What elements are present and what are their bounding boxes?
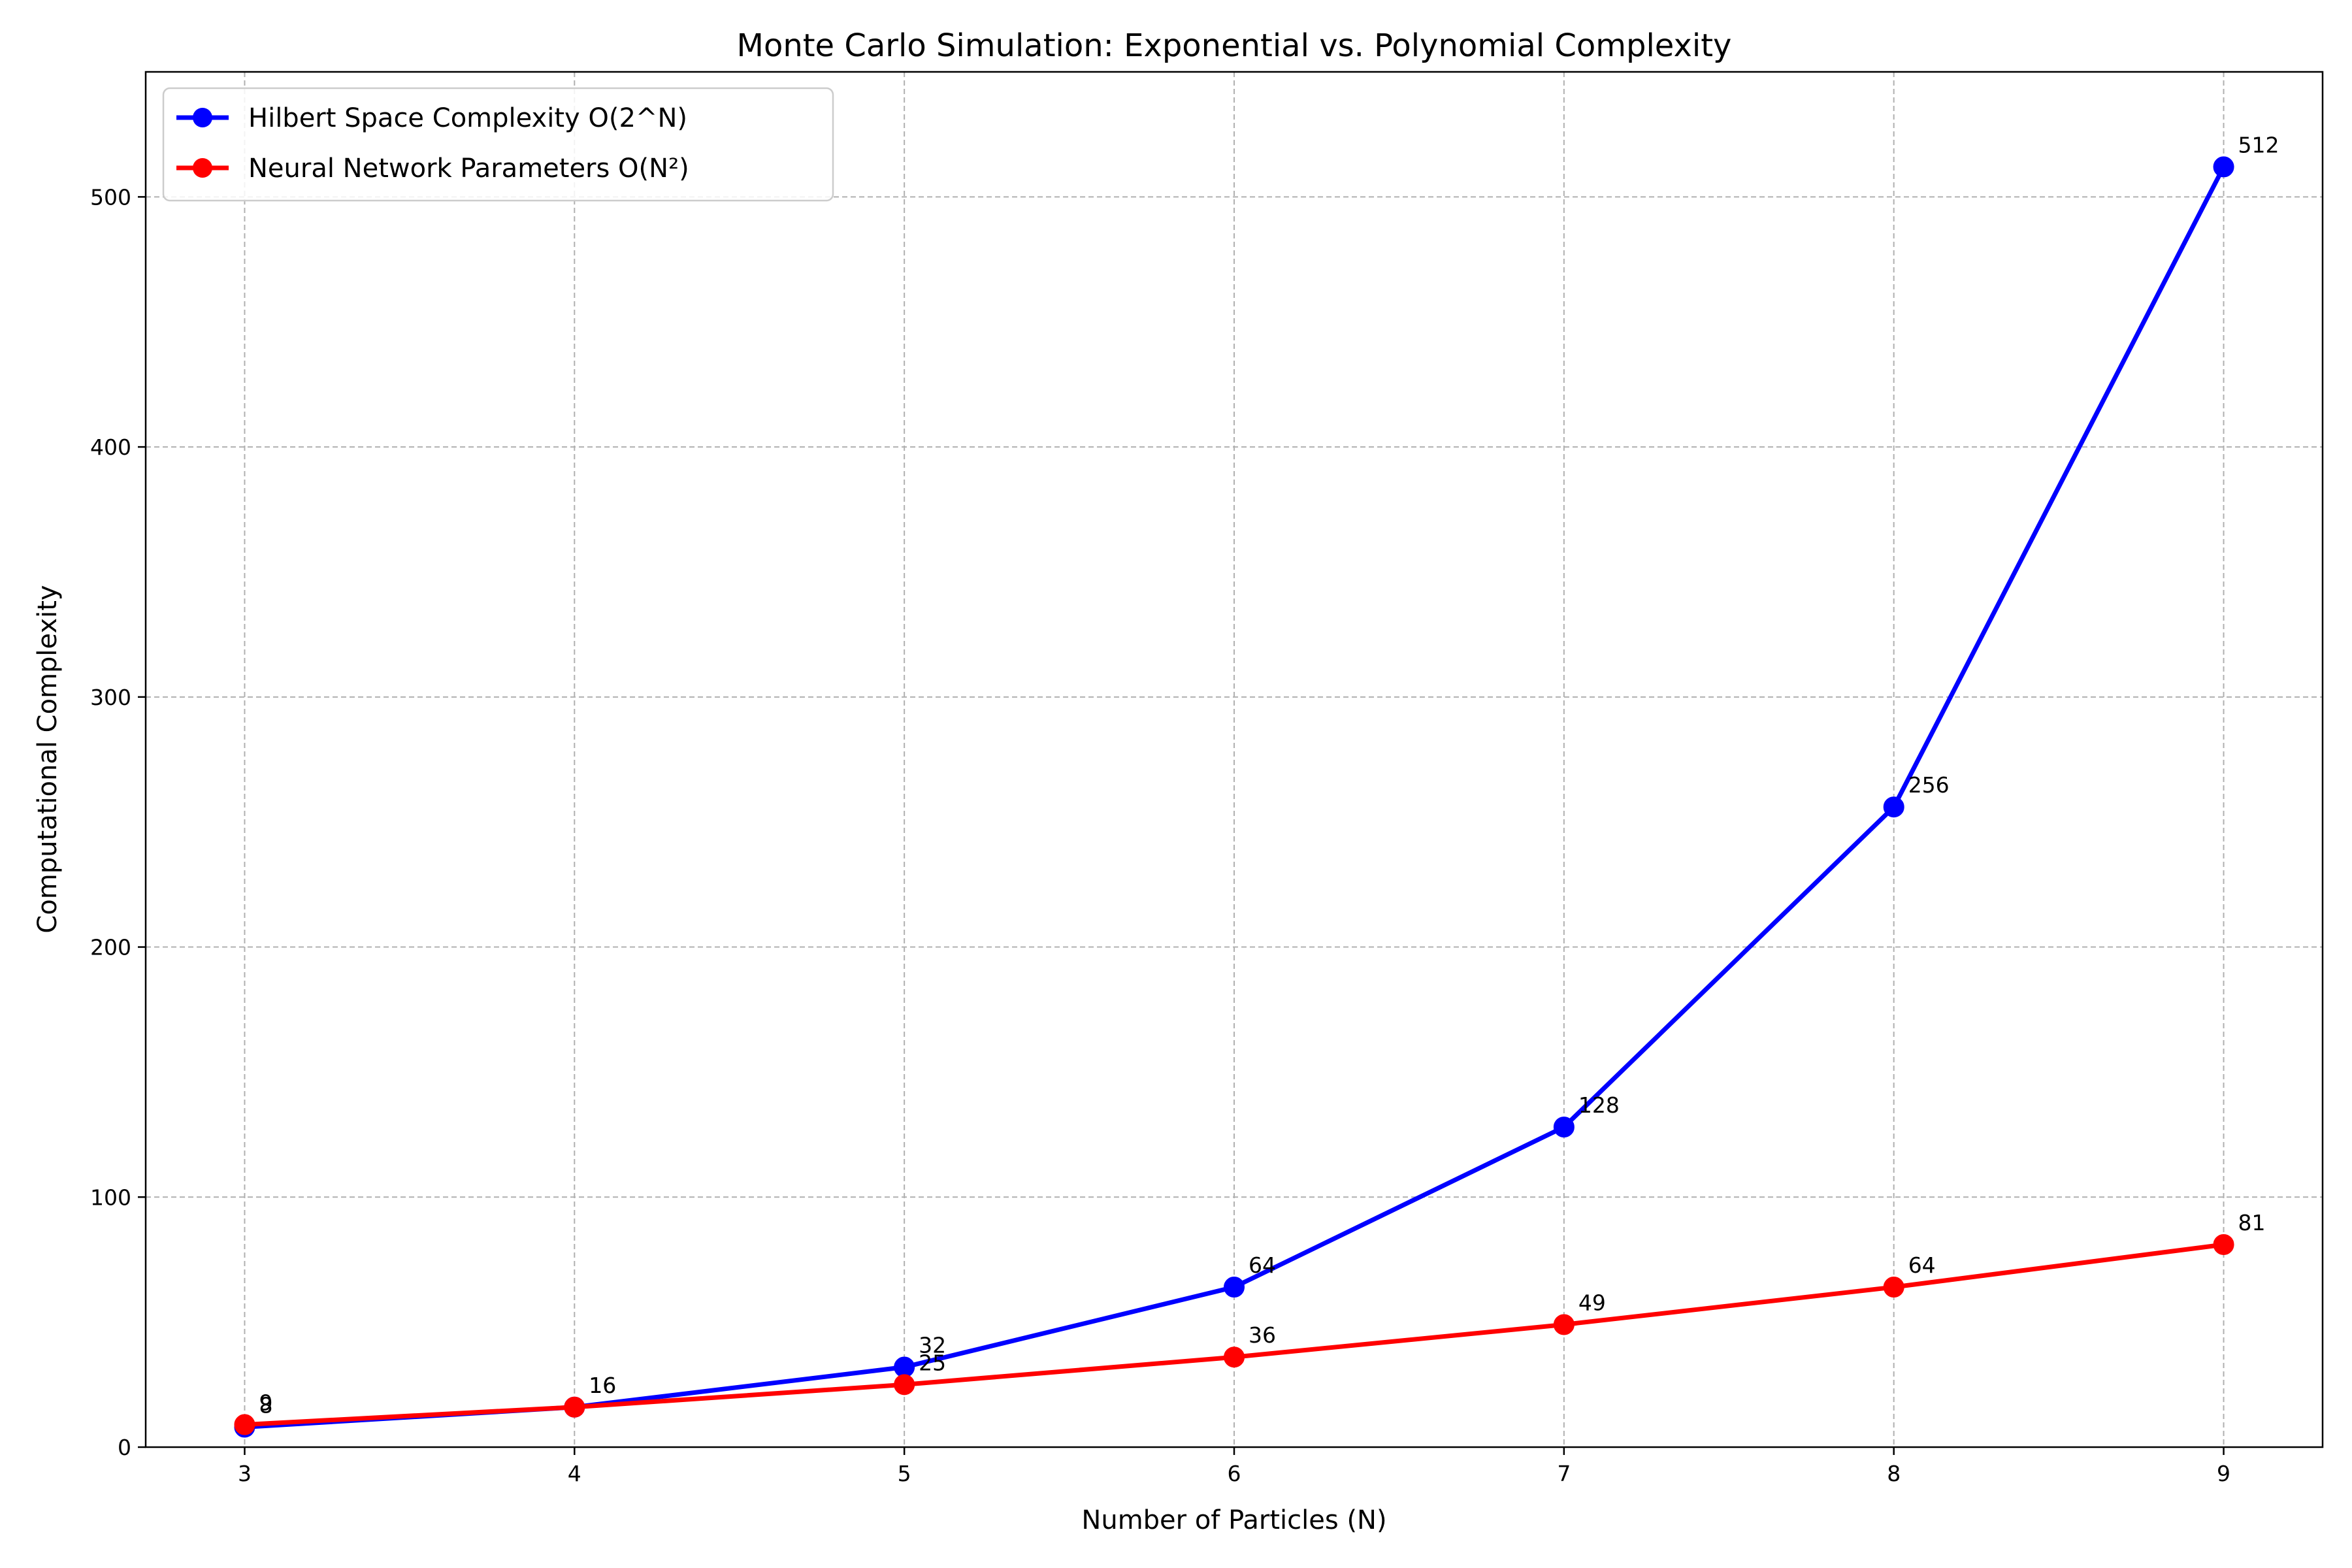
series-1-point bbox=[2213, 1233, 2234, 1255]
series-0-data-label: 32 bbox=[919, 1333, 946, 1358]
series-layer bbox=[234, 156, 2234, 1438]
series-1-point bbox=[1553, 1314, 1575, 1335]
x-tick-label: 6 bbox=[1228, 1461, 1241, 1486]
series-0-point bbox=[1224, 1277, 1245, 1298]
legend-label: Hilbert Space Complexity O(2^N) bbox=[248, 103, 687, 133]
series-0-data-label: 64 bbox=[1249, 1252, 1276, 1278]
y-tick-label: 0 bbox=[118, 1435, 131, 1460]
series-0-data-label: 8 bbox=[259, 1392, 272, 1418]
legend-box bbox=[162, 87, 834, 202]
y-tick-label: 400 bbox=[90, 434, 131, 460]
series-0-point bbox=[894, 1356, 915, 1378]
legend-label: Neural Network Parameters O(N²) bbox=[248, 154, 689, 184]
y-tick-label: 200 bbox=[90, 935, 131, 960]
x-tick-label: 4 bbox=[568, 1461, 581, 1486]
series-0-point bbox=[2213, 156, 2234, 178]
y-tick-label: 100 bbox=[90, 1184, 131, 1210]
x-tick-label: 9 bbox=[2217, 1461, 2230, 1486]
series-1-data-label: 49 bbox=[1578, 1290, 1606, 1315]
series-1-point bbox=[1224, 1347, 1245, 1368]
series-1-data-label: 9 bbox=[259, 1390, 272, 1416]
legend-swatch-marker bbox=[193, 108, 212, 127]
series-1-data-label: 36 bbox=[1249, 1322, 1276, 1348]
series-0-point bbox=[1553, 1117, 1575, 1138]
series-1-point bbox=[1883, 1277, 1904, 1298]
series-1-data-label: 81 bbox=[2238, 1210, 2266, 1235]
y-tick-label: 300 bbox=[90, 685, 131, 710]
y-axis-title: Computational Complexity bbox=[33, 585, 63, 933]
x-tick-label: 7 bbox=[1557, 1461, 1571, 1486]
series-0-data-label: 256 bbox=[1908, 772, 1950, 798]
x-axis-title: Number of Particles (N) bbox=[1081, 1505, 1386, 1535]
series-1-point bbox=[234, 1414, 255, 1435]
series-1-data-label: 16 bbox=[589, 1373, 616, 1398]
legend: Hilbert Space Complexity O(2^N) Neural Ne… bbox=[162, 87, 834, 202]
series-0-data-label: 16 bbox=[589, 1373, 616, 1398]
series-0-point bbox=[1883, 796, 1904, 818]
x-tick-label: 3 bbox=[238, 1461, 252, 1486]
series-0-data-label: 512 bbox=[2238, 132, 2279, 157]
series-1-point bbox=[894, 1374, 915, 1396]
series-0-data-label: 128 bbox=[1578, 1092, 1620, 1118]
legend-swatch-marker bbox=[193, 158, 212, 178]
series-1-point bbox=[564, 1396, 585, 1418]
chart-title: Monte Carlo Simulation: Exponential vs. … bbox=[737, 27, 1732, 64]
x-tick-label: 8 bbox=[1887, 1461, 1901, 1486]
series-1-data-label: 25 bbox=[919, 1350, 946, 1375]
series-1-data-label: 64 bbox=[1908, 1252, 1936, 1278]
x-tick-label: 5 bbox=[898, 1461, 911, 1486]
y-tick-label: 500 bbox=[90, 184, 131, 210]
